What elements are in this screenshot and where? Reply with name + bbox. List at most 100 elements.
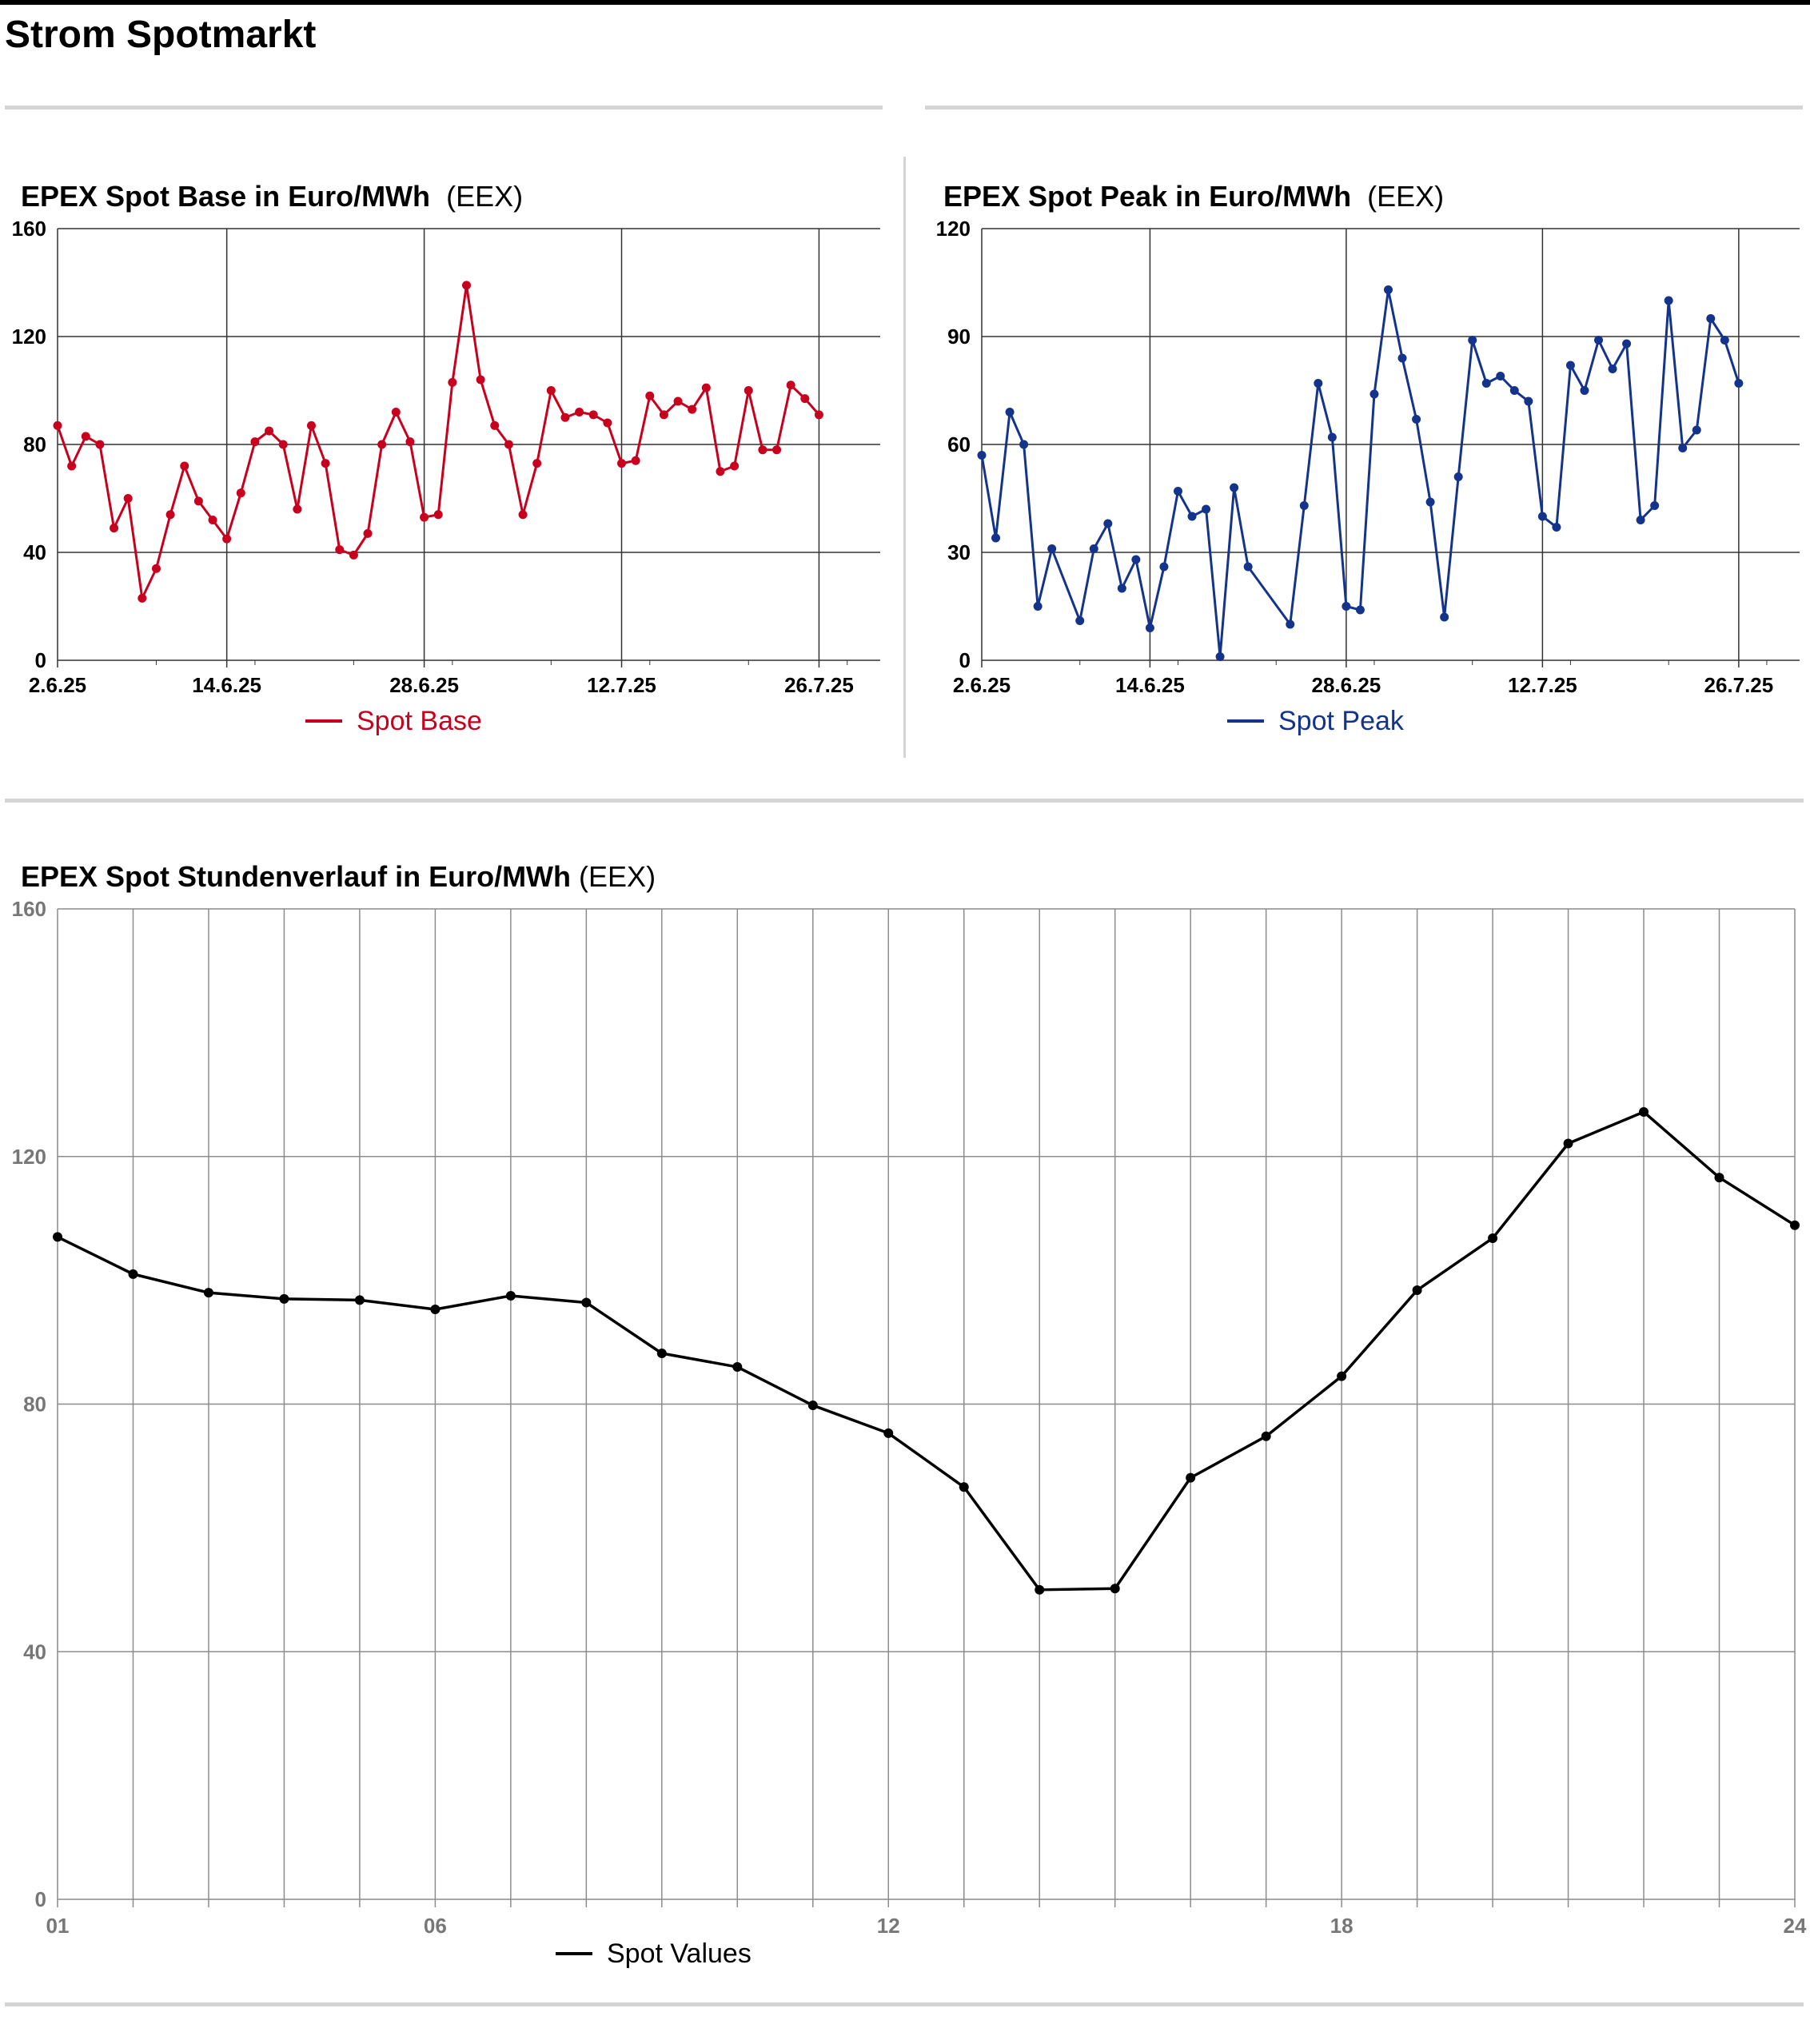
data-point — [1035, 1584, 1045, 1595]
data-point — [1563, 1138, 1573, 1149]
data-point — [321, 459, 330, 468]
data-point — [1186, 1472, 1196, 1483]
data-point — [1243, 562, 1253, 572]
data-point — [250, 437, 260, 447]
data-point — [532, 459, 542, 468]
y-tick-label: 0 — [35, 1887, 46, 1911]
data-point — [1468, 336, 1477, 345]
data-point — [1580, 386, 1589, 395]
base-legend-label: Spot Base — [357, 706, 482, 736]
y-tick-label: 90 — [947, 325, 971, 349]
data-point — [1230, 483, 1239, 492]
peak-chart-title: EPEX Spot Peak in Euro/MWh (EEX) — [943, 179, 1444, 214]
data-point — [203, 1288, 213, 1298]
x-tick-label: 12.7.25 — [1508, 673, 1577, 697]
data-point — [588, 410, 598, 420]
data-point — [1714, 1173, 1724, 1183]
hourly-chart-source: (EEX) — [579, 860, 656, 893]
hourly-legend-swatch — [556, 1952, 592, 1955]
data-point — [1202, 504, 1211, 514]
x-tick-label: 01 — [46, 1914, 70, 1938]
data-point — [977, 451, 987, 460]
data-point — [758, 445, 767, 455]
data-point — [1622, 339, 1632, 349]
data-point — [1005, 408, 1015, 416]
series-line — [56, 284, 820, 600]
base-chart: 0 40 80 120 160 2.6.25 14.6.25 28.6.25 12.7.25 26… — [12, 217, 880, 697]
data-point — [603, 418, 612, 428]
data-point — [786, 381, 795, 390]
data-point — [151, 564, 161, 573]
separator-left — [5, 106, 883, 110]
data-point — [1608, 365, 1617, 373]
data-point — [1594, 336, 1604, 345]
data-point — [1565, 361, 1575, 370]
data-point — [1089, 544, 1098, 553]
base-legend-swatch — [305, 719, 342, 723]
x-tick-label: 12 — [877, 1914, 900, 1938]
data-point — [293, 504, 302, 514]
data-point — [1075, 616, 1085, 625]
hourly-legend: Spot Values — [556, 1938, 752, 1970]
peak-legend-label: Spot Peak — [1278, 706, 1404, 736]
base-chart-title: EPEX Spot Base in Euro/MWh (EEX) — [21, 179, 523, 214]
x-tick-label: 18 — [1330, 1914, 1354, 1938]
data-point — [716, 467, 725, 476]
base-chart-title-text: EPEX Spot Base in Euro/MWh — [21, 180, 431, 213]
peak-legend: Spot Peak — [1227, 705, 1404, 737]
data-point — [1678, 444, 1688, 452]
data-point — [462, 281, 471, 290]
data-point — [504, 440, 513, 449]
data-point — [165, 510, 175, 520]
data-point — [193, 496, 203, 506]
data-point — [1261, 1431, 1271, 1441]
base-chart-source: (EEX) — [446, 180, 524, 213]
data-point — [575, 408, 584, 416]
data-point — [1117, 584, 1126, 593]
data-point — [730, 461, 740, 471]
data-point — [1790, 1220, 1800, 1230]
data-point — [123, 494, 133, 503]
data-point — [1636, 516, 1645, 524]
data-point — [732, 1362, 743, 1373]
data-point — [335, 545, 345, 555]
data-point — [645, 391, 655, 400]
data-point — [617, 459, 627, 468]
separator-right — [925, 106, 1803, 110]
data-point — [180, 461, 189, 471]
data-point — [1552, 523, 1561, 532]
data-point — [1692, 425, 1701, 435]
data-point — [688, 404, 697, 414]
data-point — [306, 420, 316, 430]
data-point — [363, 528, 373, 538]
data-point — [1110, 1584, 1120, 1594]
data-point — [1369, 389, 1379, 399]
data-point — [1215, 652, 1225, 661]
separator-middle — [5, 799, 1804, 803]
data-point — [1664, 296, 1673, 305]
y-tick-label: 40 — [23, 1640, 46, 1663]
data-point — [1159, 562, 1169, 572]
data-point — [1173, 487, 1182, 496]
data-point — [1337, 1371, 1347, 1381]
data-point — [236, 488, 245, 498]
data-point — [1033, 602, 1043, 611]
x-tick-label: 06 — [424, 1914, 447, 1938]
data-point — [814, 410, 823, 420]
data-point — [1342, 602, 1351, 611]
data-point — [1314, 379, 1323, 388]
data-point — [1734, 379, 1744, 388]
y-tick-label: 0 — [959, 648, 971, 672]
data-point — [1131, 555, 1141, 564]
x-tick-label: 24 — [1784, 1914, 1807, 1938]
y-tick-label: 0 — [35, 648, 46, 672]
data-point — [265, 426, 274, 436]
y-tick-label: 120 — [12, 1145, 46, 1169]
data-point — [138, 593, 147, 603]
data-point — [67, 461, 77, 471]
data-point — [883, 1428, 894, 1438]
data-point — [656, 1349, 667, 1359]
data-point — [222, 534, 232, 544]
data-point — [405, 437, 415, 447]
data-point — [505, 1290, 516, 1301]
